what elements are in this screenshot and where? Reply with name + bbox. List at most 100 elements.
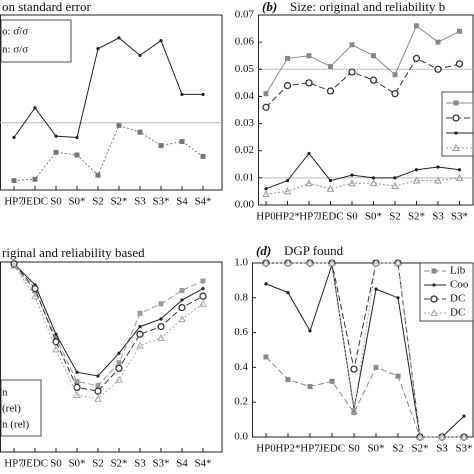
point — [371, 53, 376, 59]
point — [136, 341, 144, 349]
x-tick-label: S4 — [176, 196, 188, 208]
point — [453, 100, 459, 106]
point — [285, 55, 290, 61]
point — [285, 178, 290, 183]
x-tick-label: S0* — [68, 196, 85, 208]
point — [116, 122, 122, 128]
point — [159, 317, 163, 321]
plot-frame — [0, 261, 223, 453]
series-line — [13, 263, 204, 377]
x-tick-label: S2 — [92, 196, 104, 208]
series-line — [265, 57, 460, 108]
x-tick-label: S3 — [436, 443, 448, 455]
point — [263, 91, 269, 97]
panel-label: (b) — [262, 0, 277, 14]
point — [116, 360, 122, 366]
point — [351, 410, 357, 416]
legend-label: n: σ/σ — [2, 44, 28, 56]
x-tick-label: S0* — [367, 443, 384, 455]
point — [54, 134, 58, 138]
point — [286, 290, 290, 295]
point — [306, 258, 314, 266]
x-tick-label: S0 — [348, 443, 360, 455]
point — [95, 172, 101, 178]
x-tick-label: S3 — [432, 211, 444, 223]
point — [94, 387, 102, 395]
point — [307, 384, 313, 390]
legend-box — [419, 262, 474, 322]
y-tick-label: 0.03 — [235, 117, 255, 129]
point — [262, 103, 270, 111]
point — [306, 53, 312, 59]
point — [158, 143, 164, 149]
y-tick-label: 0.00 — [235, 199, 255, 211]
point — [95, 383, 101, 388]
point — [434, 176, 442, 184]
x-tick-label: HP7 — [4, 196, 24, 208]
y-tick-label: 0.8 — [234, 291, 248, 303]
point — [285, 377, 291, 383]
point — [74, 152, 80, 158]
series-line — [266, 262, 464, 438]
series-line — [13, 265, 204, 387]
point — [329, 378, 335, 384]
point — [348, 68, 356, 76]
point — [201, 92, 205, 97]
point — [392, 72, 398, 78]
y-tick-label: 0.2 — [234, 396, 248, 408]
point — [438, 432, 446, 440]
series-line — [13, 265, 204, 400]
point — [73, 390, 81, 398]
point — [53, 335, 59, 341]
point — [372, 258, 380, 266]
point — [32, 176, 38, 182]
x-tick-label: S3 — [134, 196, 146, 208]
y-tick-label: 0.0 — [234, 431, 248, 443]
x-tick-label: HP2* — [275, 211, 300, 223]
legend-label: o: σ̂/σ — [2, 26, 28, 38]
point — [369, 76, 378, 84]
point — [180, 92, 184, 97]
series-line — [13, 37, 203, 139]
series-line — [13, 263, 204, 392]
point — [178, 303, 186, 312]
point — [394, 258, 402, 266]
point — [326, 184, 335, 192]
point — [430, 308, 438, 316]
point — [157, 322, 165, 331]
point — [328, 258, 336, 266]
point — [12, 135, 16, 140]
point — [455, 60, 464, 68]
point — [117, 36, 121, 40]
x-tick-label: JEDC — [317, 211, 343, 223]
point — [412, 176, 421, 184]
plot-frame — [252, 262, 474, 438]
x-tick-label: HP7 — [299, 211, 319, 223]
legend-label: (rel) — [2, 403, 21, 415]
panel-title: DGP found — [284, 243, 344, 258]
y-tick-label: 0.02 — [235, 144, 254, 156]
legend-label: n (rel) — [2, 419, 30, 431]
x-tick-label: S0 — [50, 458, 62, 470]
y-tick-label: 0.05 — [235, 63, 255, 75]
point — [414, 23, 419, 29]
point — [435, 39, 441, 45]
point — [138, 325, 142, 329]
point — [138, 53, 142, 57]
x-tick-label: S0 — [50, 196, 62, 208]
x-tick-label: JEDC — [22, 458, 48, 470]
point — [308, 329, 312, 333]
point — [262, 258, 270, 266]
x-tick-label: S3* — [152, 458, 169, 470]
x-tick-label: S2 — [389, 211, 401, 223]
x-tick-label: S0* — [365, 211, 382, 223]
point — [432, 283, 436, 287]
legend-box — [0, 379, 42, 437]
point — [115, 364, 123, 373]
point — [75, 370, 79, 374]
x-tick-label: S3* — [455, 443, 472, 455]
point — [115, 375, 123, 383]
series-line — [265, 177, 460, 195]
point — [199, 299, 207, 307]
panel-label: (d) — [256, 243, 271, 258]
